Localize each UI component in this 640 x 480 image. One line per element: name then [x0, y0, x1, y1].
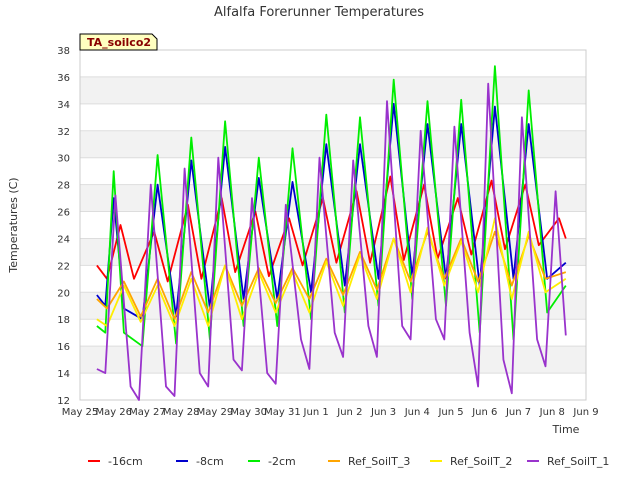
legend-label: Ref_SoilT_3 [348, 455, 410, 468]
x-tick-label: Jun 3 [370, 407, 396, 418]
grid-band [80, 50, 586, 77]
annotation-label: TA_soilco2 [87, 36, 151, 49]
x-tick-label: Jun 5 [437, 407, 463, 418]
series-line-Ref_SoilT_1 [96, 82, 567, 401]
y-axis: 12 14 16 18 20 22 24 26 28 30 32 34 36 38 [57, 46, 70, 407]
y-tick-label: 24 [57, 234, 70, 245]
series-line-Ref_SoilT_2 [96, 217, 567, 327]
grid-band [80, 346, 586, 374]
x-tick-label: May 30 [230, 407, 267, 418]
legend-label: Ref_SoilT_1 [547, 455, 609, 468]
legend-label: Ref_SoilT_2 [450, 455, 512, 468]
y-axis-label: Temperatures (C) [7, 177, 20, 273]
x-tick-label: May 27 [129, 407, 166, 418]
legend-label: -8cm [196, 455, 224, 468]
y-tick-label: 18 [57, 315, 70, 326]
y-tick-label: 12 [57, 396, 70, 407]
x-tick-label: May 26 [95, 407, 132, 418]
plot-background [80, 50, 586, 400]
x-tick-label: Jun 9 [572, 407, 598, 418]
y-tick-label: 20 [57, 288, 70, 299]
grid-band [80, 130, 586, 158]
x-tick-label: May 25 [62, 407, 99, 418]
y-tick-label: 26 [57, 208, 70, 219]
x-tick-label: Jun 1 [303, 407, 329, 418]
grid-band [80, 103, 586, 131]
x-tick-label: May 31 [264, 407, 301, 418]
x-tick-label: Jun 8 [539, 407, 565, 418]
chart-title: Alfalfa Forerunner Temperatures [214, 5, 424, 20]
x-tick-label: Jun 2 [336, 407, 362, 418]
y-tick-label: 32 [57, 127, 70, 138]
y-tick-label: 34 [57, 100, 70, 111]
y-tick-label: 16 [57, 342, 70, 353]
y-tick-label: 14 [57, 369, 70, 380]
legend: -16cm -8cm -2cm Ref_SoilT_3 Ref_SoilT_2 Ref_S… [88, 455, 609, 468]
y-tick-label: 36 [57, 73, 70, 84]
x-tick-label: Jun 6 [471, 407, 497, 418]
plot-frame [79, 49, 587, 401]
x-tick-label: May 29 [197, 407, 234, 418]
grid-band [80, 373, 586, 400]
y-tick-label: 22 [57, 261, 70, 272]
annotation-box: TA_soilco2 [79, 33, 158, 51]
y-tick-label: 38 [57, 46, 70, 57]
x-axis-label: Time [552, 423, 580, 436]
x-tick-label: May 28 [163, 407, 200, 418]
series-lines [96, 65, 567, 401]
grid-band [80, 76, 586, 104]
y-tick-label: 30 [57, 154, 70, 165]
legend-label: -16cm [108, 455, 143, 468]
legend-label: -2cm [268, 455, 296, 468]
x-tick-label: Jun 4 [404, 407, 430, 418]
x-tick-label: Jun 7 [505, 407, 531, 418]
y-tick-label: 28 [57, 181, 70, 192]
